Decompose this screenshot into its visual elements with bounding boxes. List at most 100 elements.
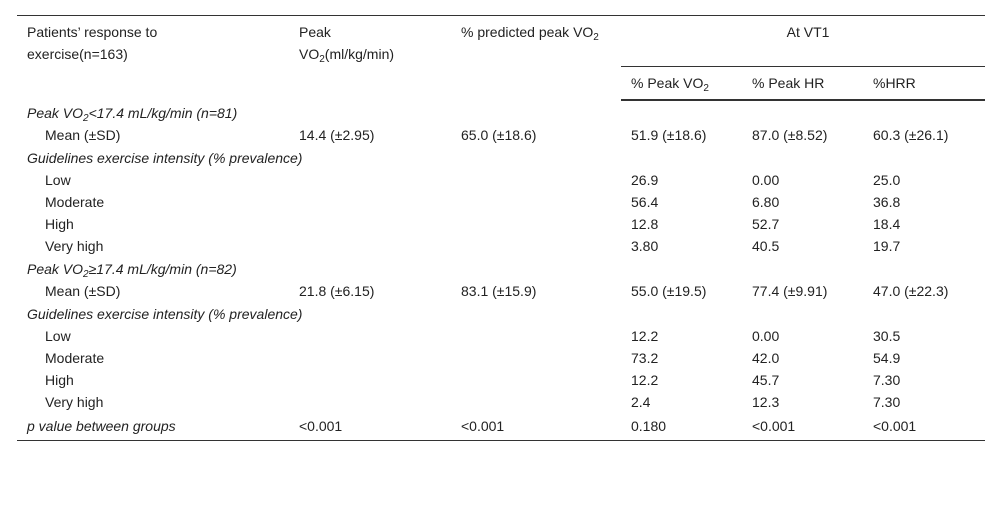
value-cell xyxy=(289,325,451,347)
value-cell: 7.30 xyxy=(863,369,985,391)
value-cell: <0.001 xyxy=(742,413,863,441)
text-segment: Peak VO xyxy=(27,261,84,277)
value-cell xyxy=(289,391,451,413)
cell-text: 40.5 xyxy=(752,238,780,254)
cell-text: 73.2 xyxy=(631,350,659,366)
subscript: 2 xyxy=(593,32,599,43)
cell-text: <0.001 xyxy=(299,418,343,434)
value-cell: 54.9 xyxy=(863,347,985,369)
row-label: Low xyxy=(17,325,289,347)
cell-text: 7.30 xyxy=(873,372,901,388)
cell-text: Very high xyxy=(45,238,104,254)
cell-text: 30.5 xyxy=(873,328,901,344)
subscript: 2 xyxy=(83,113,89,124)
value-cell xyxy=(451,325,621,347)
cell-text: 25.0 xyxy=(873,172,901,188)
value-cell: 2.4 xyxy=(621,391,742,413)
value-cell xyxy=(451,369,621,391)
data-row: Mean (±SD) 14.4 (±2.95) 65.0 (±18.6) 51.9 (… xyxy=(17,124,985,146)
cell-text: 12.2 xyxy=(631,372,659,388)
value-cell: 40.5 xyxy=(742,235,863,257)
cell-text: 77.4 (±9.91) xyxy=(752,283,828,299)
value-cell: 14.4 (±2.95) xyxy=(289,124,451,146)
text-segment: (ml/kg/min) xyxy=(324,46,395,62)
text-segment: ≥17.4 mL/kg/min (n=82) xyxy=(88,261,237,277)
section-label: Peak VO2<17.4 mL/kg/min (n=81) xyxy=(17,100,985,124)
row-label: Very high xyxy=(17,235,289,257)
value-cell: 25.0 xyxy=(863,169,985,191)
data-row: Very high 3.80 40.5 19.7 xyxy=(17,235,985,257)
value-cell: 0.180 xyxy=(621,413,742,441)
cell-text: Low xyxy=(45,328,71,344)
cell-text: Low xyxy=(45,172,71,188)
cell-text: 12.2 xyxy=(631,328,659,344)
subheader-row: % Peak VO2 % Peak HR %HRR xyxy=(17,66,986,101)
text-segment: % Peak VO xyxy=(631,75,704,91)
cell-text: 2.4 xyxy=(631,394,651,410)
header-cell: Patients’ response to exercise(n=163) xyxy=(17,15,289,100)
row-label: High xyxy=(17,369,289,391)
cell-text: 0.00 xyxy=(752,172,780,188)
cell-text: Peak VO2<17.4 mL/kg/min (n=81) xyxy=(27,102,985,124)
cell-text: 0.180 xyxy=(631,418,667,434)
data-row: Mean (±SD) 21.8 (±6.15) 83.1 (±15.9) 55.0 (… xyxy=(17,280,985,302)
value-cell xyxy=(451,213,621,235)
cell-text: <0.001 xyxy=(752,418,796,434)
value-cell: 0.00 xyxy=(742,169,863,191)
cell-text: Moderate xyxy=(45,350,105,366)
cell-text: 3.80 xyxy=(631,238,659,254)
value-cell: 19.7 xyxy=(863,235,985,257)
value-cell: 12.8 xyxy=(621,213,742,235)
cell-text: 0.00 xyxy=(752,328,780,344)
value-cell: 7.30 xyxy=(863,391,985,413)
header-cell: Peak VO2(ml/kg/min) xyxy=(289,15,451,100)
row-label: Mean (±SD) xyxy=(17,124,289,146)
value-cell: 52.7 xyxy=(742,213,863,235)
header-row: Patients’ response to exercise(n=163) Pea… xyxy=(17,15,986,100)
section-label: Peak VO2≥17.4 mL/kg/min (n=82) xyxy=(17,257,985,280)
cell-text: 83.1 (±15.9) xyxy=(461,283,537,299)
value-cell: 56.4 xyxy=(621,191,742,213)
cell-text: At VT1 xyxy=(786,24,830,40)
text-segment: % predicted peak VO xyxy=(461,24,594,40)
row-label: High xyxy=(17,213,289,235)
value-cell: 12.3 xyxy=(742,391,863,413)
cell-text: Very high xyxy=(45,394,104,410)
cell-text: 18.4 xyxy=(873,216,901,232)
value-cell: 21.8 (±6.15) xyxy=(289,280,451,302)
value-cell: 83.1 (±15.9) xyxy=(451,280,621,302)
data-row: High 12.2 45.7 7.30 xyxy=(17,369,985,391)
cell-text: 65.0 (±18.6) xyxy=(461,127,537,143)
cell-text: % Peak HR xyxy=(752,75,825,91)
cell-text: High xyxy=(45,216,74,232)
subscript: 2 xyxy=(703,83,709,94)
group-header: At VT1 xyxy=(621,15,986,67)
cell-text: 87.0 (±8.52) xyxy=(752,127,828,143)
data-row: Moderate 73.2 42.0 54.9 xyxy=(17,347,985,369)
cell-text: 51.9 (±18.6) xyxy=(631,127,707,143)
row-label: Moderate xyxy=(17,347,289,369)
value-cell: 30.5 xyxy=(863,325,985,347)
value-cell: 60.3 (±26.1) xyxy=(863,124,985,146)
value-cell: 6.80 xyxy=(742,191,863,213)
value-cell xyxy=(451,347,621,369)
value-cell xyxy=(289,347,451,369)
value-cell: 55.0 (±19.5) xyxy=(621,280,742,302)
value-cell xyxy=(451,191,621,213)
section-row: Peak VO2≥17.4 mL/kg/min (n=82) xyxy=(17,257,985,280)
value-cell: 3.80 xyxy=(621,235,742,257)
subscript: 2 xyxy=(319,54,325,65)
cell-text: p value between groups xyxy=(27,418,176,434)
text-segment: Peak VO xyxy=(27,105,84,121)
cell-text: 36.8 xyxy=(873,194,901,210)
value-cell: 77.4 (±9.91) xyxy=(742,280,863,302)
value-cell xyxy=(289,191,451,213)
cell-text: 60.3 (±26.1) xyxy=(873,127,949,143)
text-segment: <17.4 mL/kg/min (n=81) xyxy=(88,105,238,121)
results-table: Patients’ response to exercise(n=163) Pea… xyxy=(17,15,986,441)
value-cell xyxy=(289,169,451,191)
section-row: Peak VO2<17.4 mL/kg/min (n=81) xyxy=(17,100,985,124)
data-row: Low 12.2 0.00 30.5 xyxy=(17,325,985,347)
data-row: Moderate 56.4 6.80 36.8 xyxy=(17,191,985,213)
cell-text: 54.9 xyxy=(873,350,901,366)
